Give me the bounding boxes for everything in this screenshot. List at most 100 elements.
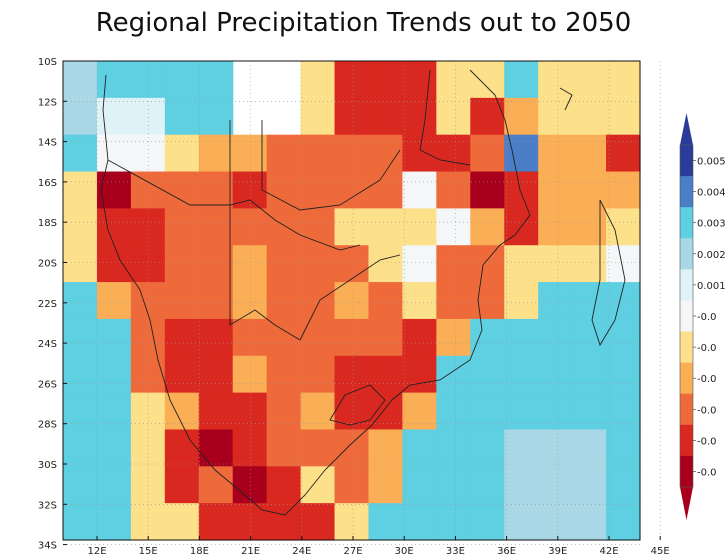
colorbar-swatch — [680, 331, 693, 364]
grid-cell — [504, 171, 539, 209]
colorbar-swatch — [680, 176, 693, 208]
grid-cell — [436, 503, 471, 541]
grid-cell — [368, 97, 404, 136]
grid-cell — [300, 245, 336, 283]
grid-cell — [572, 503, 607, 541]
boundary-line — [419, 69, 471, 166]
grid-cell — [606, 429, 641, 467]
grid-cell — [198, 355, 234, 394]
grid-cell — [538, 429, 573, 467]
lat-tick-label: 34S — [38, 541, 57, 552]
grid-cell — [266, 282, 302, 320]
lon-tick-label: 39E — [548, 546, 567, 557]
grid-cell — [606, 97, 641, 136]
grid-cell — [96, 318, 132, 357]
grid-cell — [300, 97, 336, 136]
grid-cell — [402, 61, 437, 99]
grid-cell — [368, 61, 404, 99]
grid-cell — [334, 466, 370, 504]
grid-cell — [504, 245, 539, 283]
boundary-line — [261, 120, 401, 211]
colorbar-label: 0.002 — [697, 250, 726, 261]
grid-cell — [504, 97, 539, 136]
grid-cell — [300, 392, 336, 431]
boundary-line — [100, 69, 531, 516]
grid-cell — [232, 466, 268, 504]
lat-tick-label: 30S — [38, 460, 57, 471]
grid-cell — [198, 208, 234, 246]
grid-cell — [232, 429, 268, 467]
grid-cell — [63, 97, 98, 136]
boundary-line — [107, 159, 361, 251]
grid-cell — [96, 429, 132, 467]
colorbar-label: -0.0 — [697, 405, 717, 416]
colorbar-swatch — [680, 238, 693, 270]
grid-cell — [402, 318, 437, 357]
grid-cell — [266, 208, 302, 246]
grid-cell — [300, 61, 336, 99]
grid-cell — [470, 245, 505, 283]
grid-cell — [130, 61, 166, 99]
grid-cell — [436, 97, 471, 136]
colorbar-swatch — [680, 393, 693, 426]
grid-cell — [266, 503, 302, 541]
grid-cell — [572, 208, 607, 246]
grid-cell — [63, 245, 98, 283]
grid-cell — [198, 245, 234, 283]
grid-cell — [436, 282, 471, 320]
grid-cell — [96, 61, 132, 99]
grid-cell — [334, 245, 370, 283]
grid-cell — [470, 61, 505, 99]
colorbar-swatch — [680, 269, 693, 301]
grid-cell — [164, 282, 200, 320]
lon-tick-label: 12E — [87, 546, 106, 557]
grid-cell — [96, 208, 132, 246]
colorbar-swatch — [680, 300, 693, 333]
lon-tick-label: 36E — [497, 546, 516, 557]
grid-cell — [266, 171, 302, 209]
grid-cell — [606, 171, 641, 209]
grid-cell — [266, 355, 302, 394]
grid-cell — [300, 134, 336, 173]
grid-cell — [130, 208, 166, 246]
grid-cell — [63, 318, 98, 357]
lat-tick-label: 32S — [38, 500, 57, 511]
grid-cell — [402, 429, 437, 467]
grid-cell — [334, 429, 370, 467]
grid-cell — [164, 97, 200, 136]
grid-cell — [470, 466, 505, 504]
grid-cell — [232, 355, 268, 394]
grid-cell — [164, 466, 200, 504]
grid-cell — [164, 134, 200, 173]
grid-cell — [368, 355, 404, 394]
grid-cell — [606, 208, 641, 246]
grid-cell — [436, 134, 471, 173]
grid-cell — [436, 429, 471, 467]
grid-cell — [470, 171, 505, 209]
grid-cell — [402, 171, 437, 209]
grid-cell — [606, 134, 641, 173]
grid-cell — [572, 282, 607, 320]
lon-tick-label: 33E — [446, 546, 465, 557]
lat-tick-label: 12S — [38, 97, 57, 108]
lat-tick-label: 20S — [38, 259, 57, 270]
grid-cell — [368, 429, 404, 467]
grid-cell — [198, 318, 234, 357]
grid-cell — [504, 392, 539, 431]
grid-cell — [538, 245, 573, 283]
colorbar-swatch — [680, 455, 693, 488]
grid-cell — [606, 466, 641, 504]
grid-cell — [504, 318, 539, 357]
grid-cell — [334, 318, 370, 357]
lat-tick-label: 26S — [38, 379, 57, 390]
grid-cell — [436, 61, 471, 99]
grid-cell — [538, 97, 573, 136]
colorbar-label: 0.005 — [697, 157, 726, 168]
lat-tick-label: 10S — [38, 57, 57, 68]
grid-cell — [572, 392, 607, 431]
grid-cell — [504, 429, 539, 467]
grid-cell — [164, 355, 200, 394]
grid-cell — [402, 208, 437, 246]
grid-cell — [63, 61, 98, 99]
